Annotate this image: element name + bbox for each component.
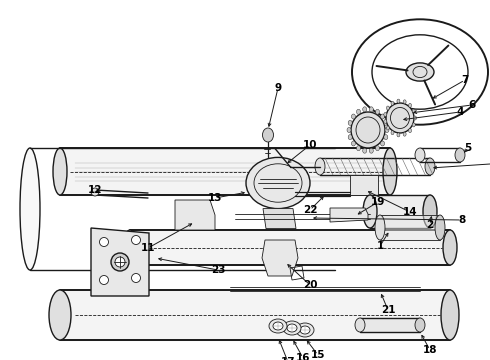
- Ellipse shape: [351, 141, 355, 146]
- Text: 9: 9: [274, 83, 282, 93]
- Ellipse shape: [300, 326, 310, 334]
- Ellipse shape: [363, 195, 377, 228]
- Ellipse shape: [375, 146, 379, 151]
- Ellipse shape: [386, 126, 390, 130]
- Text: 11: 11: [141, 243, 155, 253]
- Ellipse shape: [111, 253, 129, 271]
- Ellipse shape: [263, 128, 273, 142]
- Text: 13: 13: [208, 193, 222, 203]
- Polygon shape: [263, 208, 296, 229]
- Ellipse shape: [49, 290, 71, 340]
- Ellipse shape: [381, 114, 385, 119]
- Text: 22: 22: [303, 205, 317, 215]
- Text: 5: 5: [465, 143, 472, 153]
- Ellipse shape: [384, 120, 387, 123]
- Ellipse shape: [363, 148, 367, 153]
- Ellipse shape: [412, 123, 415, 127]
- Ellipse shape: [386, 106, 390, 110]
- Ellipse shape: [412, 109, 415, 113]
- Ellipse shape: [273, 322, 283, 330]
- Ellipse shape: [383, 148, 397, 195]
- Text: 15: 15: [311, 350, 325, 360]
- Ellipse shape: [355, 318, 365, 332]
- Ellipse shape: [363, 107, 367, 112]
- Ellipse shape: [435, 215, 445, 240]
- Ellipse shape: [53, 148, 67, 195]
- Text: 6: 6: [468, 100, 476, 110]
- Ellipse shape: [131, 235, 141, 244]
- Ellipse shape: [397, 133, 400, 137]
- Ellipse shape: [315, 158, 325, 175]
- Ellipse shape: [269, 319, 287, 333]
- Text: 14: 14: [403, 207, 417, 217]
- Polygon shape: [330, 208, 368, 222]
- Ellipse shape: [246, 157, 310, 208]
- Polygon shape: [175, 200, 215, 230]
- Ellipse shape: [455, 148, 465, 162]
- Ellipse shape: [384, 112, 387, 117]
- Ellipse shape: [409, 103, 412, 107]
- Text: 8: 8: [458, 215, 466, 225]
- Text: 16: 16: [296, 353, 310, 360]
- Text: 4: 4: [456, 107, 464, 117]
- Text: 10: 10: [303, 140, 317, 150]
- Ellipse shape: [385, 127, 389, 132]
- Text: 20: 20: [303, 280, 317, 290]
- Ellipse shape: [414, 116, 416, 120]
- Ellipse shape: [20, 148, 40, 270]
- Ellipse shape: [381, 141, 385, 146]
- Ellipse shape: [386, 103, 414, 133]
- Ellipse shape: [348, 120, 352, 125]
- Ellipse shape: [131, 274, 141, 283]
- Ellipse shape: [347, 127, 351, 132]
- Ellipse shape: [287, 324, 297, 332]
- Ellipse shape: [397, 99, 400, 103]
- Ellipse shape: [409, 129, 412, 132]
- Ellipse shape: [375, 109, 379, 114]
- Ellipse shape: [441, 290, 459, 340]
- Ellipse shape: [296, 323, 314, 337]
- Ellipse shape: [351, 114, 355, 119]
- Text: 7: 7: [461, 75, 469, 85]
- Ellipse shape: [415, 148, 425, 162]
- Ellipse shape: [115, 257, 125, 267]
- Ellipse shape: [443, 230, 457, 265]
- Text: 23: 23: [211, 265, 225, 275]
- Ellipse shape: [391, 101, 394, 105]
- Text: 19: 19: [371, 197, 385, 207]
- Text: 18: 18: [423, 345, 437, 355]
- Ellipse shape: [375, 215, 385, 240]
- Ellipse shape: [99, 275, 108, 284]
- Ellipse shape: [99, 238, 108, 247]
- Ellipse shape: [403, 132, 406, 136]
- Ellipse shape: [91, 188, 99, 196]
- Polygon shape: [91, 228, 149, 296]
- Ellipse shape: [357, 109, 361, 114]
- Polygon shape: [350, 175, 378, 195]
- Polygon shape: [262, 240, 298, 276]
- Ellipse shape: [425, 158, 435, 175]
- Ellipse shape: [123, 230, 137, 265]
- Text: 12: 12: [88, 185, 102, 195]
- Ellipse shape: [283, 321, 301, 335]
- Ellipse shape: [384, 120, 388, 125]
- Text: 17: 17: [281, 357, 295, 360]
- Ellipse shape: [351, 112, 385, 148]
- Ellipse shape: [369, 107, 373, 112]
- Ellipse shape: [423, 195, 437, 228]
- Ellipse shape: [415, 318, 425, 332]
- Text: 21: 21: [381, 305, 395, 315]
- Ellipse shape: [348, 135, 352, 140]
- Ellipse shape: [406, 63, 434, 81]
- Ellipse shape: [403, 100, 406, 104]
- Ellipse shape: [369, 148, 373, 153]
- Ellipse shape: [391, 131, 394, 135]
- Ellipse shape: [384, 135, 388, 140]
- Ellipse shape: [357, 146, 361, 151]
- Text: 1: 1: [376, 241, 384, 251]
- Text: 2: 2: [426, 220, 434, 230]
